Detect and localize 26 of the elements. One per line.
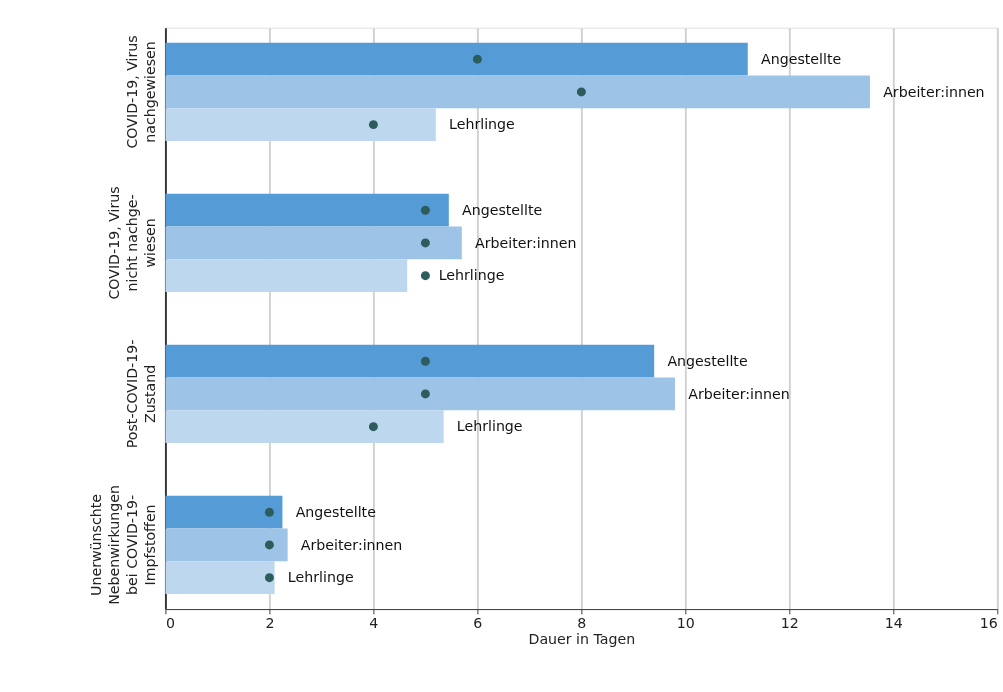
series-label: Arbeiter:innen xyxy=(475,234,577,251)
text: Angestellte xyxy=(667,352,748,369)
y-tick-label: COVID-19, Virus nicht nachge- wiesen xyxy=(106,186,159,300)
y-tick-label: COVID-19, Virus nachgewiesen xyxy=(124,35,159,149)
x-tick-label: 16 xyxy=(979,614,998,631)
y-tick-label: Post-COVID-19- Zustand xyxy=(124,339,159,449)
text: Arbeiter:innen xyxy=(300,536,403,553)
x-tick-label: 2 xyxy=(265,614,275,631)
series-label: Angestellte xyxy=(462,201,543,218)
text: Angestellte xyxy=(295,503,376,520)
x-tick-label: 4 xyxy=(369,614,379,631)
text: Angestellte xyxy=(760,50,842,67)
x-tick-label: 14 xyxy=(884,614,903,631)
x-tick-label: 12 xyxy=(780,614,799,631)
text: Arbeiter:innen xyxy=(883,83,985,100)
text: Lehrlinge xyxy=(438,267,505,284)
y-tick-label: Unerwünschte Nebenwirkungen bei COVID-19- Impfstoffen xyxy=(88,485,159,605)
x-tick-label: 0 xyxy=(165,614,175,631)
x-tick-label: 10 xyxy=(676,614,695,631)
text: Arbeiter:innen xyxy=(688,385,790,402)
series-label: Lehrlinge xyxy=(449,116,515,133)
x-tick-label: 6 xyxy=(473,614,483,631)
x-axis-title: Dauer in Tagen xyxy=(528,630,636,647)
text: Lehrlinge xyxy=(287,569,354,586)
x-tick-label: 8 xyxy=(577,614,587,631)
text: Lehrlinge xyxy=(456,418,523,435)
